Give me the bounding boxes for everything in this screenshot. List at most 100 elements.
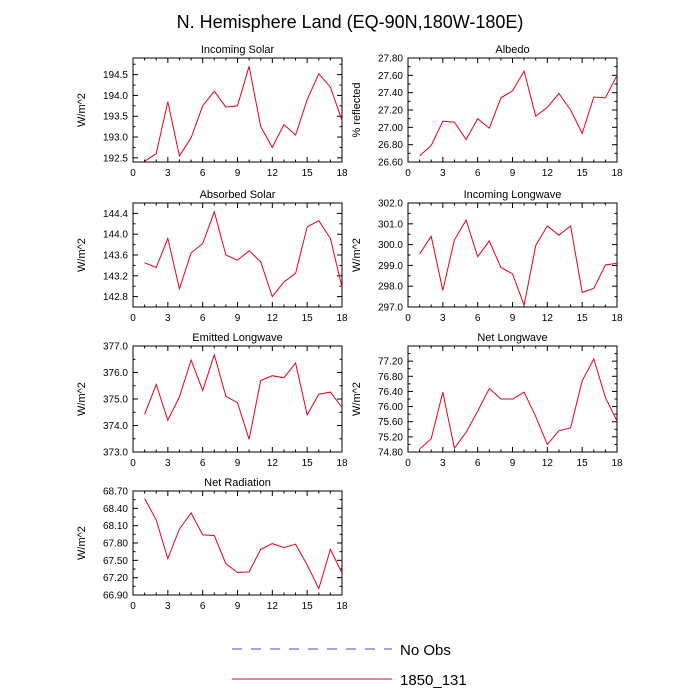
panel-title: Albedo: [495, 44, 529, 56]
y-tick-label: 377.0: [103, 342, 128, 353]
x-tick-label: 15: [577, 313, 589, 324]
panel-3: Incoming Longwave 0 3 6 9 12 15 18 297.0 298.0 299…: [351, 189, 623, 324]
x-tick-label: 3: [165, 601, 171, 612]
x-tick-label: 18: [611, 313, 623, 324]
y-tick-label: 67.50: [103, 556, 128, 567]
x-tick-label: 15: [302, 168, 314, 179]
x-tick-label: 9: [510, 168, 516, 179]
x-tick-label: 0: [130, 313, 136, 324]
x-tick-label: 6: [475, 458, 481, 469]
y-tick-label: 298.0: [378, 282, 403, 293]
y-tick-label: 193.0: [103, 133, 128, 144]
y-tick-label: 75.20: [378, 432, 403, 443]
y-axis-label: W/m^2: [76, 93, 88, 127]
series-line-1850-131: [144, 352, 343, 440]
legend-label-no-obs: No Obs: [400, 642, 451, 659]
y-tick-label: 373.0: [103, 448, 128, 459]
y-tick-label: 192.5: [103, 153, 128, 164]
panel-1: Albedo 0 3 6 9 12 15 18 26.60 26.80 27.00 27.20 27.4…: [351, 44, 623, 179]
series-line-1850-131: [419, 69, 618, 157]
y-tick-label: 143.6: [103, 251, 128, 262]
y-tick-label: 300.0: [378, 240, 403, 251]
x-tick-label: 3: [440, 458, 446, 469]
x-tick-label: 3: [440, 313, 446, 324]
x-tick-label: 9: [235, 458, 241, 469]
y-tick-label: 143.2: [103, 271, 128, 282]
y-tick-label: 68.40: [103, 504, 128, 515]
y-tick-label: 142.8: [103, 292, 128, 303]
y-axis-label: W/m^2: [351, 382, 363, 416]
y-tick-label: 67.80: [103, 539, 128, 550]
y-tick-label: 74.80: [378, 448, 403, 459]
y-axis-label: W/m^2: [76, 526, 88, 560]
y-tick-label: 75.60: [378, 417, 403, 428]
y-axis-label: W/m^2: [76, 238, 88, 272]
x-tick-label: 12: [267, 168, 279, 179]
legend: No Obs 1850_131: [232, 642, 467, 689]
x-tick-label: 0: [405, 168, 411, 179]
y-axis-label: W/m^2: [351, 238, 363, 272]
y-tick-label: 68.10: [103, 521, 128, 532]
x-tick-label: 0: [405, 313, 411, 324]
y-tick-label: 194.5: [103, 70, 128, 81]
x-tick-label: 6: [200, 313, 206, 324]
y-tick-label: 144.4: [103, 209, 128, 220]
plot-frame: [132, 202, 343, 308]
y-tick-label: 194.0: [103, 91, 128, 102]
y-tick-label: 76.80: [378, 372, 403, 383]
x-tick-label: 3: [165, 313, 171, 324]
y-tick-label: 302.0: [378, 199, 403, 210]
x-tick-label: 6: [475, 313, 481, 324]
y-tick-label: 66.90: [103, 591, 128, 602]
y-tick-label: 193.5: [103, 112, 128, 123]
x-tick-label: 9: [235, 168, 241, 179]
panel-2: Absorbed Solar 0 3 6 9 12 15 18 142.8 143.2 143.6 1…: [76, 189, 348, 324]
series-line-1850-131: [144, 210, 343, 298]
x-tick-label: 0: [130, 601, 136, 612]
x-tick-label: 12: [267, 601, 279, 612]
x-tick-label: 18: [336, 313, 348, 324]
panel-title: Incoming Longwave: [464, 189, 562, 201]
y-tick-label: 27.80: [378, 54, 403, 65]
x-tick-label: 12: [542, 168, 554, 179]
x-tick-label: 15: [577, 458, 589, 469]
y-tick-label: 26.60: [378, 158, 403, 169]
y-tick-label: 67.20: [103, 573, 128, 584]
x-tick-label: 6: [200, 601, 206, 612]
y-tick-label: 77.20: [378, 357, 403, 368]
panel-0: Incoming Solar 0 3 6 9 12 15 18 192.5 193.0 193.5 1…: [76, 44, 348, 179]
x-tick-label: 9: [235, 313, 241, 324]
x-tick-label: 6: [475, 168, 481, 179]
x-tick-label: 18: [336, 168, 348, 179]
y-axis-label: W/m^2: [76, 382, 88, 416]
panel-title: Absorbed Solar: [200, 189, 276, 201]
series-line-1850-131: [419, 357, 618, 450]
y-tick-label: 27.40: [378, 88, 403, 99]
plot-frame: [132, 345, 343, 453]
x-tick-label: 15: [577, 168, 589, 179]
x-tick-label: 6: [200, 458, 206, 469]
x-tick-label: 18: [336, 601, 348, 612]
y-tick-label: 301.0: [378, 219, 403, 230]
x-tick-label: 18: [611, 458, 623, 469]
x-tick-label: 3: [165, 458, 171, 469]
plot-frame: [132, 57, 343, 163]
panel-5: Net Longwave 0 3 6 9 12 15 18 74.80 75.20 75.60 76.…: [351, 332, 623, 469]
x-tick-label: 0: [130, 168, 136, 179]
x-tick-label: 15: [302, 313, 314, 324]
x-tick-label: 9: [510, 458, 516, 469]
y-tick-label: 76.40: [378, 387, 403, 398]
x-tick-label: 18: [611, 168, 623, 179]
x-tick-label: 12: [542, 458, 554, 469]
x-tick-label: 9: [235, 601, 241, 612]
y-tick-label: 299.0: [378, 261, 403, 272]
series-line-1850-131: [144, 498, 343, 590]
y-tick-label: 68.70: [103, 487, 128, 498]
x-tick-label: 0: [130, 458, 136, 469]
x-tick-label: 12: [542, 313, 554, 324]
x-tick-label: 12: [267, 313, 279, 324]
figure-title: N. Hemisphere Land (EQ-90N,180W-180E): [177, 12, 524, 32]
plot-frame: [132, 490, 343, 596]
y-axis-label: % reflected: [351, 82, 363, 137]
panel-title: Emitted Longwave: [192, 332, 283, 344]
